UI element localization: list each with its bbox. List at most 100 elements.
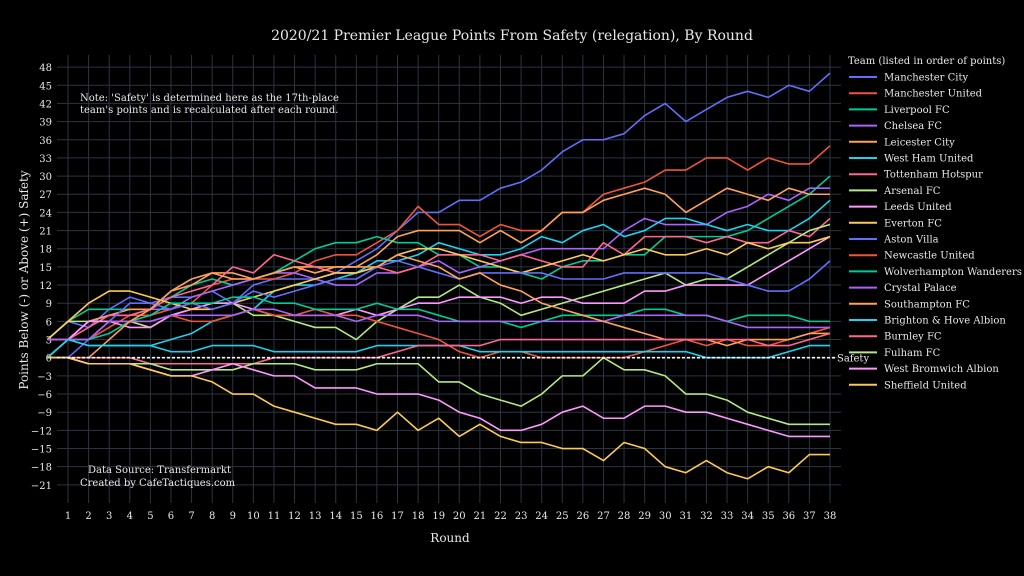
- axes: −21−18−15−12−9−6−30369121518212427303336…: [31, 63, 836, 522]
- series-line-crystal-palace[interactable]: [47, 308, 830, 341]
- x-tick-label: 17: [391, 511, 404, 522]
- y-tick-label: 18: [39, 245, 52, 256]
- legend-item[interactable]: Manchester City: [849, 73, 968, 84]
- x-tick-label: 20: [453, 511, 466, 522]
- x-tick-label: 36: [782, 511, 795, 522]
- legend-item[interactable]: Everton FC: [849, 218, 942, 229]
- series-line-fulham-fc[interactable]: [47, 356, 830, 426]
- legend-label: Wolverhampton Wanderers: [884, 267, 1022, 278]
- series-line-leeds-united[interactable]: [46, 235, 831, 359]
- x-tick-label: 32: [700, 511, 713, 522]
- y-tick-label: 27: [39, 190, 52, 201]
- x-tick-label: 8: [209, 511, 215, 522]
- y-tick-label: 6: [46, 317, 52, 328]
- legend-item[interactable]: Arsenal FC: [849, 186, 941, 197]
- legend[interactable]: Team (listed in order of points) Manches…: [848, 56, 1022, 391]
- x-tick-label: 28: [618, 511, 631, 522]
- x-tick-label: 29: [638, 511, 651, 522]
- x-axis-label: Round: [430, 531, 470, 545]
- x-tick-label: 19: [432, 511, 445, 522]
- x-tick-label: 1: [65, 511, 71, 522]
- legend-item[interactable]: Chelsea FC: [849, 121, 942, 132]
- legend-label: Sheffield United: [884, 380, 967, 391]
- x-tick-label: 25: [556, 511, 569, 522]
- series-line-west-ham-united[interactable]: [46, 199, 831, 359]
- y-tick-label: 3: [46, 336, 52, 347]
- y-tick-label: 42: [39, 99, 52, 110]
- series-line-newcastle-united[interactable]: [47, 308, 831, 359]
- legend-label: Leicester City: [884, 137, 955, 148]
- legend-label: West Ham United: [884, 154, 974, 165]
- legend-label: Burnley FC: [884, 332, 942, 343]
- x-tick-label: 18: [412, 511, 425, 522]
- x-tick-label: 16: [371, 511, 384, 522]
- legend-label: West Bromwich Albion: [884, 364, 999, 375]
- x-tick-label: 3: [106, 511, 112, 522]
- x-tick-label: 21: [474, 511, 487, 522]
- series-line-manchester-city[interactable]: [46, 72, 831, 341]
- legend-item[interactable]: Tottenham Hotspur: [849, 170, 983, 181]
- legend-item[interactable]: Aston Villa: [849, 235, 939, 246]
- x-tick-label: 22: [494, 511, 507, 522]
- x-tick-label: 34: [741, 511, 754, 522]
- legend-label: Manchester United: [884, 89, 983, 100]
- legend-item[interactable]: Sheffield United: [849, 380, 967, 391]
- series-line-aston-villa[interactable]: [47, 260, 831, 359]
- y-tick-label: 33: [39, 154, 52, 165]
- legend-label: Brighton & Hove Albion: [884, 316, 1006, 327]
- x-tick-label: 9: [230, 511, 236, 522]
- series-line-sheffield-united[interactable]: [47, 356, 830, 480]
- legend-item[interactable]: Wolverhampton Wanderers: [849, 267, 1022, 278]
- legend-label: Crystal Palace: [884, 283, 957, 294]
- x-tick-label: 30: [659, 511, 672, 522]
- legend-item[interactable]: Brighton & Hove Albion: [849, 316, 1006, 327]
- legend-item[interactable]: West Bromwich Albion: [849, 364, 999, 375]
- x-tick-label: 11: [268, 511, 281, 522]
- x-tick-label: 10: [247, 511, 260, 522]
- series-line-everton-fc[interactable]: [46, 235, 831, 341]
- series-line-burnley-fc[interactable]: [47, 332, 831, 365]
- y-tick-label: 15: [39, 263, 52, 274]
- legend-item[interactable]: West Ham United: [849, 154, 974, 165]
- legend-item[interactable]: Liverpool FC: [849, 105, 950, 116]
- x-tick-label: 37: [803, 511, 816, 522]
- safety-label: Safety: [837, 354, 869, 365]
- y-tick-label: 24: [39, 208, 52, 219]
- source-line-1: Data Source: Transfermarkt: [88, 465, 231, 476]
- x-tick-label: 26: [576, 511, 589, 522]
- legend-label: Manchester City: [884, 73, 968, 84]
- x-tick-label: 2: [85, 511, 91, 522]
- legend-item[interactable]: Fulham FC: [849, 348, 941, 359]
- legend-item[interactable]: Leeds United: [849, 202, 952, 213]
- legend-label: Aston Villa: [883, 235, 939, 246]
- x-tick-label: 23: [515, 511, 528, 522]
- legend-item[interactable]: Manchester United: [849, 89, 983, 100]
- legend-label: Liverpool FC: [884, 105, 950, 116]
- series-line-leicester-city[interactable]: [47, 187, 830, 341]
- y-tick-label: 12: [39, 281, 52, 292]
- series-line-tottenham-hotspur[interactable]: [46, 217, 831, 359]
- legend-item[interactable]: Leicester City: [849, 137, 955, 148]
- legend-item[interactable]: Burnley FC: [849, 332, 942, 343]
- x-tick-label: 4: [127, 511, 133, 522]
- legend-item[interactable]: Southampton FC: [849, 299, 970, 310]
- x-tick-label: 38: [824, 511, 837, 522]
- legend-item[interactable]: Newcastle United: [849, 251, 975, 262]
- y-axis-label: Points Below (-) or Above (+) Safety: [17, 170, 31, 389]
- chart-title: 2020/21 Premier League Points From Safet…: [271, 28, 753, 44]
- y-tick-label: 0: [46, 354, 52, 365]
- x-tick-label: 35: [762, 511, 775, 522]
- legend-title: Team (listed in order of points): [848, 56, 1005, 67]
- safety-line-group: Safety: [57, 354, 869, 365]
- legend-label: Tottenham Hotspur: [884, 170, 983, 181]
- y-tick-label: −9: [37, 408, 52, 419]
- x-tick-label: 27: [597, 511, 610, 522]
- y-tick-label: 45: [39, 81, 52, 92]
- legend-label: Arsenal FC: [883, 186, 941, 197]
- source-annotation: Data Source: Transfermarkt Created by Ca…: [80, 465, 236, 489]
- x-tick-label: 13: [309, 511, 322, 522]
- legend-item[interactable]: Crystal Palace: [849, 283, 957, 294]
- y-tick-label: 9: [46, 299, 52, 310]
